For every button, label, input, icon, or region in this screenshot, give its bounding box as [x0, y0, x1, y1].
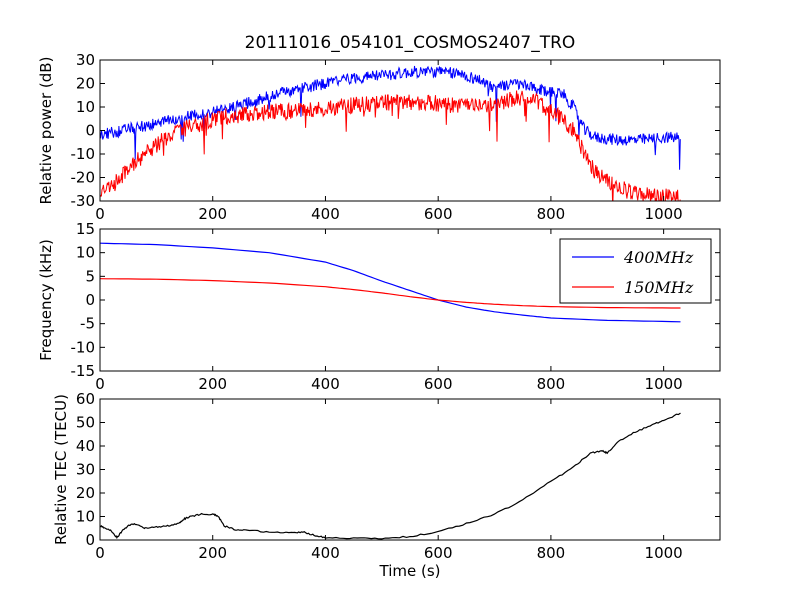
y-tick-label: -10	[71, 145, 96, 163]
y-axis-label: Relative TEC (TECU)	[52, 394, 70, 545]
y-tick-label: 40	[76, 437, 95, 455]
series-line-400mhz	[100, 242, 681, 323]
chart-panel-2: 0 200 400 600 800 1000 -15 -10 -5 0 5 10 15 Frequency…	[37, 220, 721, 393]
y-tick-label: 5	[85, 267, 95, 285]
x-tick-label: 800	[537, 205, 566, 223]
series-line-1-1	[100, 65, 681, 170]
y-tick-label: 30	[76, 51, 95, 69]
x-tick-label: 1000	[645, 375, 683, 393]
y-tick-label: -10	[71, 338, 96, 356]
x-tick-label: 0	[95, 205, 105, 223]
y-tick-label: 0	[85, 291, 95, 309]
series-line-3-1	[100, 412, 681, 540]
y-tick-label: 30	[76, 461, 95, 479]
y-tick-label: 10	[76, 244, 95, 262]
y-axis-label: Relative power (dB)	[37, 57, 55, 205]
y-tick-label: 10	[76, 508, 95, 526]
x-tick-label: 200	[198, 375, 227, 393]
x-tick-label: 600	[424, 375, 453, 393]
x-tick-label: 400	[311, 375, 340, 393]
x-tick-label: 800	[537, 544, 566, 562]
y-tick-label: 20	[76, 75, 95, 93]
x-tick-label: 0	[95, 544, 105, 562]
x-tick-label: 400	[311, 544, 340, 562]
x-tick-label: 200	[198, 205, 227, 223]
y-tick-label: 20	[76, 484, 95, 502]
y-tick-label: 0	[85, 122, 95, 140]
x-tick-label: 600	[424, 205, 453, 223]
y-tick-label: 10	[76, 98, 95, 116]
figure-title: 20111016_054101_COSMOS2407_TRO	[245, 33, 576, 53]
x-tick-label: 1000	[645, 544, 683, 562]
x-tick-label: 400	[311, 205, 340, 223]
x-tick-label: 0	[95, 375, 105, 393]
y-tick-label: 50	[76, 414, 95, 432]
y-tick-label: -15	[71, 362, 96, 380]
series-line-1-2	[100, 90, 681, 201]
panels: 0 200 400 600 800 1000-30-20-100102030Relativ…	[37, 51, 721, 580]
legend: 400MHz 150MHz	[559, 238, 712, 304]
chart-panel-1: 0 200 400 600 800 1000 -30 -20 -10 0 10 20 30 Relativ…	[37, 51, 721, 223]
y-tick-label: -30	[71, 192, 96, 210]
y-axis-label: Frequency (kHz)	[37, 239, 55, 361]
y-tick-label: -5	[80, 315, 95, 333]
x-axis-label: Time (s)	[379, 562, 441, 580]
plot-frame	[99, 398, 721, 541]
x-tick-label: 200	[198, 544, 227, 562]
legend-label: 400MHz	[623, 248, 694, 267]
x-tick-label: 600	[424, 544, 453, 562]
plot-frame	[99, 59, 721, 202]
x-tick-label: 800	[537, 375, 566, 393]
y-tick-label: 0	[85, 531, 95, 549]
y-tick-label: -20	[71, 169, 96, 187]
legend-box	[559, 238, 712, 304]
y-tick-label: 60	[76, 390, 95, 408]
legend-label: 150MHz	[624, 278, 694, 297]
y-tick-label: 15	[76, 220, 95, 238]
x-tick-label: 1000	[645, 205, 683, 223]
series-line-150mhz	[100, 278, 681, 309]
